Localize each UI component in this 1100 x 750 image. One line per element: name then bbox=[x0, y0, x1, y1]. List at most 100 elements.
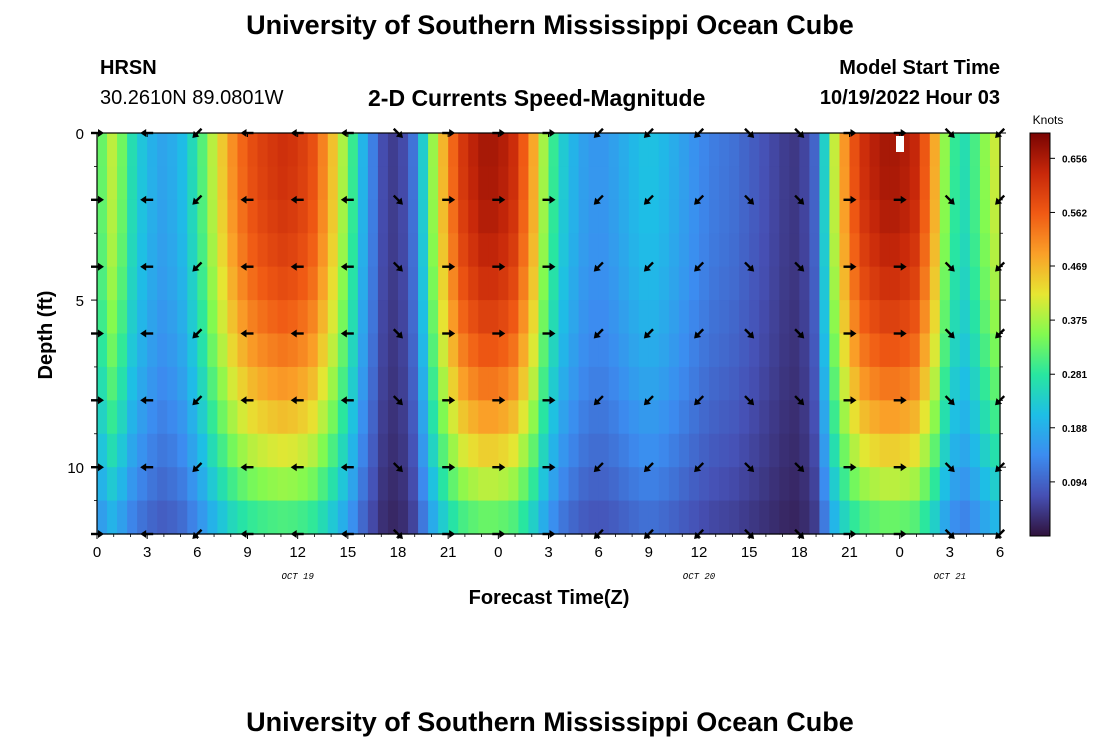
arrow-head bbox=[947, 398, 955, 406]
heatmap-cell bbox=[648, 366, 660, 401]
heatmap-cell bbox=[628, 400, 640, 435]
heatmap-cell bbox=[448, 400, 459, 435]
heatmap-cell bbox=[578, 266, 590, 301]
heatmap-cell bbox=[468, 233, 479, 268]
heatmap-cell bbox=[387, 366, 399, 401]
heatmap-cell bbox=[989, 467, 1001, 502]
heatmap-cell bbox=[257, 433, 269, 468]
heatmap-cell bbox=[889, 133, 901, 168]
arrow-head bbox=[98, 195, 104, 204]
heatmap-cell bbox=[558, 266, 570, 301]
heatmap-cell bbox=[508, 166, 519, 201]
heatmap-cell bbox=[177, 166, 188, 201]
heatmap-cell bbox=[919, 400, 931, 435]
heatmap-cell bbox=[638, 199, 650, 234]
heatmap-cell bbox=[207, 333, 218, 368]
current-arrow bbox=[492, 195, 506, 204]
heatmap-cell bbox=[468, 133, 479, 168]
heatmap-cell bbox=[939, 400, 951, 435]
heatmap-cell bbox=[167, 266, 178, 301]
heatmap-cell bbox=[859, 433, 871, 468]
heatmap-cell bbox=[839, 467, 851, 502]
heatmap-cell bbox=[598, 366, 610, 401]
heatmap-cell bbox=[578, 366, 590, 401]
heatmap-cell bbox=[578, 233, 590, 268]
arrow-head bbox=[747, 465, 755, 473]
heatmap-cell bbox=[488, 333, 499, 368]
heatmap-cell bbox=[518, 266, 530, 301]
heatmap-cell bbox=[428, 366, 439, 401]
heatmap-cell bbox=[307, 199, 319, 234]
heatmap-cell bbox=[307, 333, 319, 368]
heatmap-cell bbox=[608, 266, 620, 301]
heatmap-cell bbox=[498, 500, 509, 535]
heatmap-cell bbox=[127, 366, 138, 401]
heatmap-cell bbox=[387, 467, 399, 502]
heatmap-cell bbox=[588, 233, 600, 268]
heatmap-cell bbox=[287, 433, 299, 468]
heatmap-cell bbox=[147, 199, 158, 234]
heatmap-cell bbox=[598, 500, 610, 535]
arrow-head bbox=[240, 262, 247, 271]
current-arrow bbox=[290, 396, 304, 405]
heatmap-cell bbox=[889, 266, 901, 301]
heatmap-cell bbox=[688, 467, 700, 502]
heatmap-cell bbox=[899, 467, 911, 502]
heatmap-cell bbox=[779, 300, 790, 335]
heatmap-cell bbox=[558, 300, 570, 335]
heatmap-cell bbox=[769, 433, 780, 468]
heatmap-cell bbox=[167, 433, 178, 468]
heatmap-cell bbox=[247, 199, 259, 234]
heatmap-cell bbox=[347, 400, 359, 435]
heatmap-cell bbox=[97, 400, 108, 435]
heatmap-cell bbox=[488, 467, 499, 502]
colorbar-scale bbox=[1029, 132, 1051, 537]
heatmap-cell bbox=[949, 166, 961, 201]
heatmap-cell bbox=[749, 467, 760, 502]
heatmap-cell bbox=[969, 400, 981, 435]
heatmap-cell bbox=[97, 300, 108, 335]
heatmap-cell bbox=[528, 366, 540, 401]
arrow-head bbox=[240, 463, 247, 472]
heatmap-cell bbox=[598, 333, 610, 368]
heatmap-cell bbox=[428, 500, 439, 535]
heatmap-cell bbox=[347, 366, 359, 401]
heatmap-cell bbox=[568, 133, 580, 168]
heatmap-cell bbox=[227, 133, 239, 168]
heatmap-cell bbox=[528, 166, 540, 201]
heatmap-cell bbox=[137, 266, 148, 301]
heatmap-cell bbox=[538, 333, 550, 368]
heatmap-cell bbox=[157, 300, 168, 335]
heatmap-cell bbox=[558, 333, 570, 368]
heatmap-cell bbox=[618, 166, 630, 201]
heatmap-cell bbox=[357, 166, 369, 201]
heatmap-cell bbox=[377, 199, 389, 234]
heatmap-cell bbox=[147, 333, 158, 368]
heatmap-cell bbox=[969, 500, 981, 535]
heatmap-cell bbox=[488, 400, 499, 435]
heatmap-cell bbox=[678, 233, 690, 268]
heatmap-cell bbox=[899, 500, 911, 535]
heatmap-cell bbox=[558, 433, 570, 468]
heatmap-cell bbox=[869, 433, 881, 468]
heatmap-cell bbox=[448, 433, 459, 468]
x-tick-label: 12 bbox=[289, 544, 306, 561]
heatmap-cell bbox=[367, 133, 379, 168]
heatmap-cell bbox=[327, 500, 339, 535]
heatmap-cell bbox=[197, 400, 208, 435]
heatmap-cell bbox=[518, 166, 530, 201]
heatmap-cell bbox=[307, 266, 319, 301]
heatmap-cell bbox=[137, 400, 148, 435]
heatmap-cell bbox=[839, 500, 851, 535]
heatmap-cell bbox=[438, 366, 449, 401]
heatmap-cell bbox=[548, 467, 560, 502]
heatmap-cell bbox=[518, 500, 530, 535]
heatmap-cell bbox=[618, 233, 630, 268]
colorbar-unit: Knots bbox=[1033, 113, 1064, 127]
heatmap-cell bbox=[347, 433, 359, 468]
heatmap-cell bbox=[157, 166, 168, 201]
heatmap-cell bbox=[859, 500, 871, 535]
heatmap-cell bbox=[668, 467, 680, 502]
heatmap-cell bbox=[357, 233, 369, 268]
heatmap-cell bbox=[207, 199, 218, 234]
